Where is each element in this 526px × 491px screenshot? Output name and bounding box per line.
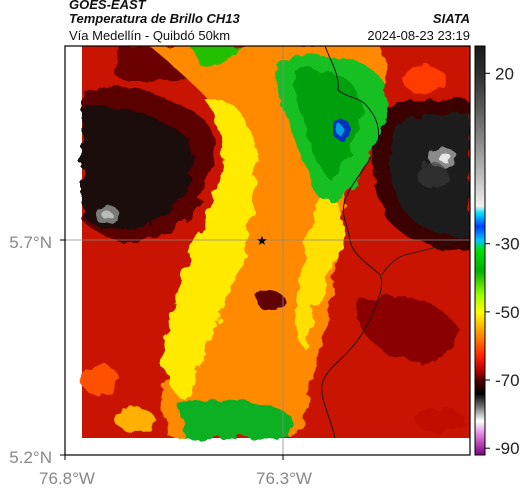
- satellite-title: GOES-EAST: [69, 0, 146, 12]
- lon-tick-label-1: 76.8°W: [39, 469, 95, 488]
- colorbar-tick-label: -90: [495, 439, 520, 458]
- lat-tick-label-1: 5.7°N: [9, 233, 52, 252]
- cloud-band-yellow: [163, 99, 255, 400]
- product-title: Temperatura de Brillo CH13: [69, 11, 240, 26]
- cold-region-lightgreen: [293, 69, 362, 180]
- cloud-band-yellow-east: [295, 198, 344, 350]
- organization-label: SIATA: [432, 11, 470, 26]
- lat-tick-label-2: 5.2°N: [9, 448, 52, 467]
- cold-region-green-south: [180, 399, 290, 438]
- cold-core-cyan: [336, 125, 344, 135]
- colorbar-fill: [474, 45, 486, 456]
- lon-tick-label-2: 76.3°W: [256, 469, 312, 488]
- plot-frame: [64, 45, 471, 456]
- colorbar-tick-label: 20: [495, 64, 514, 83]
- river-line: [381, 234, 470, 276]
- colorbar: 20 -30 -50 -70 -90: [474, 45, 520, 458]
- warm-zone-southeast: [356, 296, 460, 362]
- warm-spot-west-core: [102, 211, 112, 219]
- cold-region-green-nw: [190, 46, 240, 67]
- colorbar-tick-label: -70: [495, 371, 520, 390]
- colorbar-ticks: 20 -30 -50 -70 -90: [485, 64, 520, 458]
- location-star-marker: ★: [256, 233, 268, 248]
- route-label: Vía Medellín - Quibdó 50km: [69, 28, 231, 43]
- temperature-field: ★: [65, 46, 470, 455]
- warm-spot-east-halo: [416, 163, 448, 187]
- colorbar-tick-label: -30: [495, 235, 520, 254]
- warm-zone-west-core: [82, 106, 193, 231]
- warm-spot-east-core: [439, 153, 451, 163]
- colorbar-tick-label: -50: [495, 303, 520, 322]
- timestamp-label: 2024-08-23 23:19: [367, 28, 470, 43]
